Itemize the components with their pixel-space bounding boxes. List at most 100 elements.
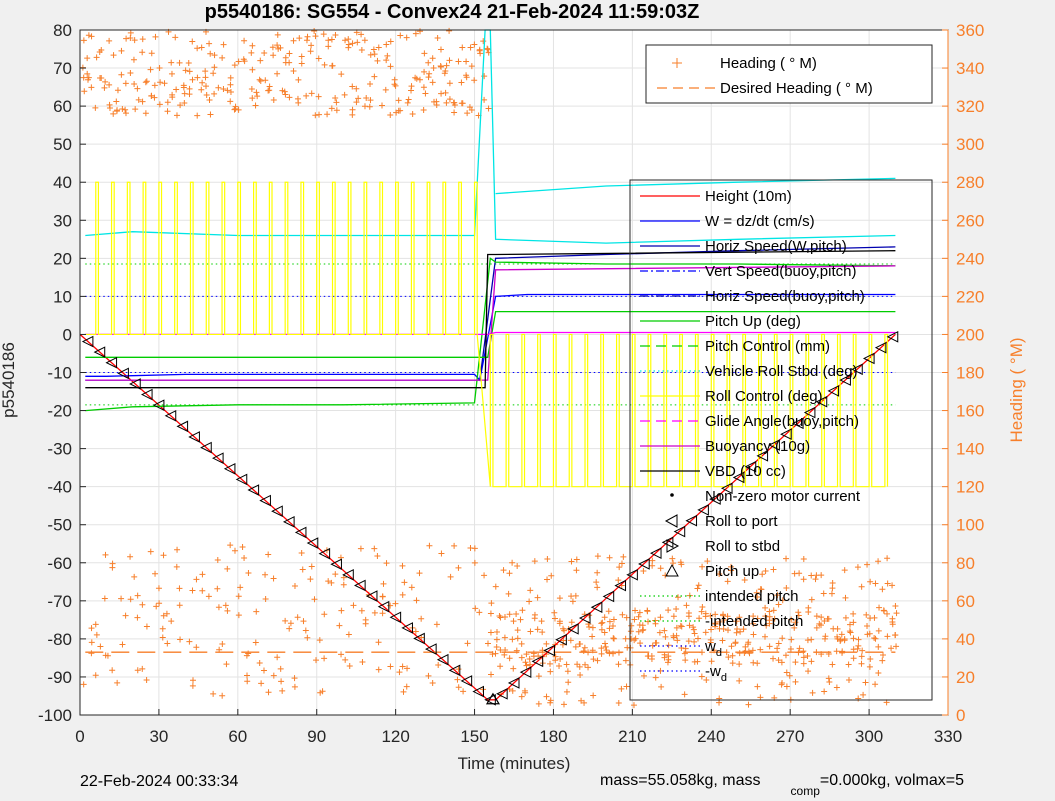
- heading-point: [875, 643, 882, 650]
- heading-point: [455, 564, 462, 571]
- heading-point: [766, 608, 773, 615]
- heading-point: [682, 657, 689, 664]
- y2-tick-label: 300: [956, 135, 984, 154]
- heading-point: [594, 584, 601, 591]
- heading-point: [418, 615, 425, 622]
- heading-point: [581, 699, 588, 706]
- heading-point: [362, 616, 369, 623]
- heading-point: [864, 622, 871, 629]
- heading-point: [298, 60, 305, 67]
- heading-point: [375, 666, 382, 673]
- heading-point: [139, 665, 146, 672]
- heading-point: [227, 74, 234, 81]
- heading-point: [374, 553, 381, 560]
- heading-point: [270, 575, 277, 582]
- heading-point: [338, 651, 345, 658]
- heading-point: [426, 542, 433, 549]
- heading-point: [850, 635, 857, 642]
- heading-point: [84, 76, 91, 83]
- heading-point: [287, 620, 294, 627]
- heading-point: [303, 92, 310, 99]
- heading-point: [786, 672, 793, 679]
- legend-label: Roll to port: [705, 513, 778, 530]
- heading-point: [893, 610, 900, 617]
- y-tick-label: 50: [53, 135, 72, 154]
- roll-marker: [626, 568, 638, 581]
- y-tick-label: -100: [38, 706, 72, 725]
- heading-point: [88, 625, 95, 632]
- heading-point: [568, 619, 575, 626]
- heading-point: [455, 684, 462, 691]
- heading-point: [720, 611, 727, 618]
- heading-point: [262, 595, 269, 602]
- heading-point: [527, 587, 534, 594]
- heading-point: [471, 77, 478, 84]
- roll-marker: [886, 331, 899, 343]
- heading-point: [333, 107, 340, 114]
- legend-main-box: [629, 179, 933, 701]
- heading-point: [818, 614, 825, 621]
- roll-marker: [306, 537, 319, 549]
- heading-point: [206, 40, 213, 47]
- heading-point: [770, 607, 777, 614]
- heading-point: [485, 105, 492, 112]
- legend-marker: [666, 539, 680, 553]
- heading-point: [884, 633, 891, 640]
- heading-point: [488, 600, 495, 607]
- heading-point: [443, 99, 450, 106]
- heading-point: [315, 93, 322, 100]
- heading-point: [442, 89, 449, 96]
- heading-point: [391, 76, 398, 83]
- heading-point: [168, 70, 175, 77]
- legend-label: Vehicle Roll Stbd (deg): [705, 363, 858, 380]
- heading-point: [695, 582, 702, 589]
- heading-point: [109, 667, 116, 674]
- heading-point: [161, 80, 168, 87]
- heading-point: [837, 637, 844, 644]
- heading-point: [157, 79, 164, 86]
- heading-point: [215, 84, 222, 91]
- heading-point: [88, 33, 95, 40]
- roll-marker: [839, 374, 851, 386]
- heading-point: [556, 595, 563, 602]
- heading-point: [262, 571, 269, 578]
- x-tick-label: 150: [460, 727, 488, 746]
- heading-point: [160, 552, 167, 559]
- heading-point: [224, 87, 231, 94]
- heading-point: [616, 564, 623, 571]
- heading-point: [379, 102, 385, 109]
- heading-point: [522, 659, 529, 666]
- chart-title: p5540186: SG554 - Convex24 21-Feb-2024 1…: [205, 1, 700, 23]
- heading-point: [433, 102, 440, 109]
- heading-point: [106, 81, 113, 88]
- heading-point: [632, 635, 639, 642]
- heading-point: [185, 59, 192, 66]
- heading-point: [455, 666, 462, 673]
- heading-point: [889, 615, 896, 622]
- heading-point: [353, 85, 360, 92]
- heading-point: [321, 61, 328, 68]
- y2-tick-label: 280: [956, 173, 984, 192]
- roll-marker: [661, 536, 674, 549]
- heading-point: [367, 51, 374, 58]
- heading-point: [286, 59, 293, 66]
- heading-point: [514, 635, 521, 642]
- heading-point: [447, 573, 454, 580]
- heading-point: [114, 107, 121, 114]
- heading-point: [665, 656, 672, 663]
- heading-point: [544, 576, 551, 583]
- heading-point: [601, 614, 608, 621]
- heading-point: [413, 597, 420, 604]
- heading-point: [716, 571, 723, 578]
- heading-point: [736, 614, 743, 621]
- heading-point: [762, 613, 769, 620]
- heading-point: [551, 615, 558, 622]
- heading-point: [594, 569, 601, 576]
- heading-point: [487, 610, 494, 617]
- roll-marker: [507, 677, 520, 689]
- heading-point: [627, 628, 634, 635]
- heading-point: [420, 84, 427, 91]
- heading-point: [463, 58, 470, 65]
- y2-tick-label: 40: [956, 630, 975, 649]
- heading-point: [380, 580, 387, 587]
